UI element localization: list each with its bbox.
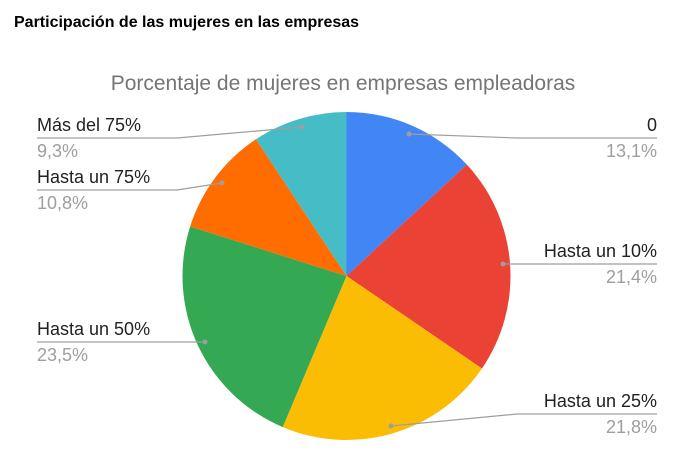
pie-slice-5 xyxy=(255,112,347,276)
slice-name: Hasta un 50% xyxy=(37,319,151,339)
slice-percent: 13,1% xyxy=(605,141,657,161)
slice-label-1: Hasta un 10% 21,4% xyxy=(544,241,657,287)
slice-label-0: 0 13,1% xyxy=(606,115,657,161)
slice-percent: 21,8% xyxy=(605,417,657,437)
slice-name: Más del 75% xyxy=(37,115,142,135)
leader-lines xyxy=(37,126,657,427)
pie-slice-2 xyxy=(282,276,482,440)
slice-name: 0 xyxy=(646,115,657,135)
slice-percent: 10,8% xyxy=(37,193,89,213)
pie-slice-3 xyxy=(182,226,347,428)
leader-line-5 xyxy=(37,126,303,139)
pie-slice-4 xyxy=(190,139,347,276)
slice-label-4: Hasta un 75% 10,8% xyxy=(37,167,150,213)
slice-percent: 21,4% xyxy=(605,267,657,287)
leader-dots xyxy=(202,124,506,429)
slice-percent: 9,3% xyxy=(37,141,79,161)
pie-slices xyxy=(182,112,511,440)
page-heading: Participación de las mujeres en las empr… xyxy=(14,14,360,31)
slice-name: Hasta un 10% xyxy=(543,241,657,261)
slice-name: Hasta un 75% xyxy=(37,167,151,187)
pie-slice-1 xyxy=(346,164,511,369)
slice-name: Hasta un 25% xyxy=(543,391,657,411)
chart-title: Porcentaje de mujeres en empresas emplea… xyxy=(110,72,576,95)
leader-line-2 xyxy=(390,413,657,427)
pie-slice-0 xyxy=(346,112,467,276)
slice-label-5: Más del 75% 9,3% xyxy=(37,115,141,161)
slice-label-3: Hasta un 50% 23,5% xyxy=(37,319,150,365)
slice-label-2: Hasta un 25% 21,8% xyxy=(544,391,657,437)
leader-line-0 xyxy=(408,133,657,139)
leader-line-4 xyxy=(37,182,223,191)
slice-percent: 23,5% xyxy=(37,345,89,365)
